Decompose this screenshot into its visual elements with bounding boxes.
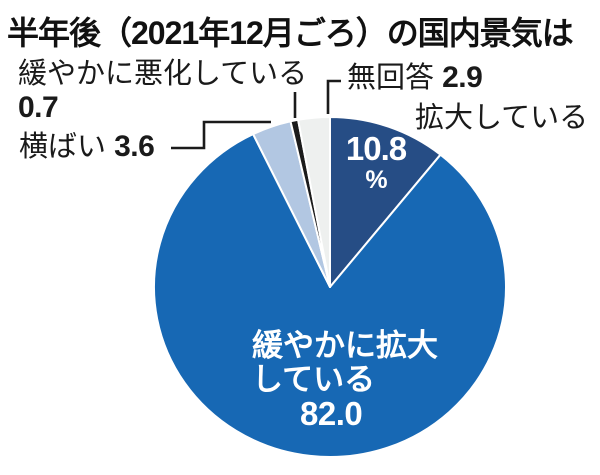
callout-worsening-label: 緩やかに悪化している <box>18 58 308 90</box>
callout-flat-label: 横ばい <box>19 131 107 163</box>
pie-slices <box>152 115 507 458</box>
pie-slice-1 <box>152 133 507 458</box>
callout-worsening-value: 0.7 <box>18 91 59 124</box>
callout-no-answer-value: 2.9 <box>442 61 483 94</box>
callout-no-answer-label: 無回答 <box>347 62 435 94</box>
callout-expanding-label: 拡大している <box>415 102 589 134</box>
moderate-line1: 緩やかに拡大 <box>252 328 438 363</box>
callout-flat-value: 3.6 <box>114 130 155 163</box>
callout-worsening: 緩やかに悪化している 0.7 <box>18 57 307 125</box>
pie-label-moderate-expand: 緩やかに拡大 している 82.0 <box>252 329 438 431</box>
callout-no-answer: 無回答 2.9 <box>347 61 483 95</box>
leader-line-no-answer <box>326 79 341 114</box>
pie-label-expanding-value: 10.8 % <box>328 130 424 195</box>
expanding-value-text: 10.8 <box>345 130 407 167</box>
percent-sign: % <box>365 166 387 194</box>
pie-slice-0 <box>329 116 442 288</box>
chart-title: 半年後（2021年12月ごろ）の国内景気は <box>7 15 574 51</box>
pie-slice-4 <box>297 115 331 288</box>
callout-flat: 横ばい 3.6 <box>19 130 155 164</box>
leader-line-flat <box>171 120 271 150</box>
moderate-line2: している <box>252 362 376 397</box>
moderate-value: 82.0 <box>300 395 363 432</box>
callout-expanding: 拡大している <box>415 101 588 135</box>
